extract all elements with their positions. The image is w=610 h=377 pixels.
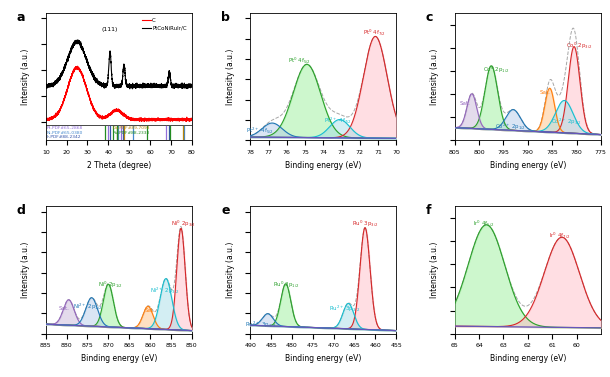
Legend: C, PtCoNiRuIr/C: C, PtCoNiRuIr/C bbox=[140, 16, 189, 33]
Text: Pt$^0$ 4f$_{7/2}$: Pt$^0$ 4f$_{7/2}$ bbox=[363, 27, 386, 37]
Text: Pt$^0$ 4f$_{5/2}$: Pt$^0$ 4f$_{5/2}$ bbox=[288, 55, 311, 65]
C bbox=[170, 116, 177, 121]
Text: Ru$^{2+}$ 3p$_{3/2}$: Ru$^{2+}$ 3p$_{3/2}$ bbox=[329, 303, 360, 313]
C bbox=[98, 116, 106, 121]
Text: Pt-PDF#65-2868: Pt-PDF#65-2868 bbox=[47, 126, 83, 130]
Text: Ir$^0$ 4f$_{7/2}$: Ir$^0$ 4f$_{7/2}$ bbox=[549, 230, 570, 240]
Text: Ni$^0$ 2p$_{3/2}$: Ni$^0$ 2p$_{3/2}$ bbox=[171, 218, 196, 228]
C bbox=[141, 119, 148, 124]
Text: c: c bbox=[426, 11, 433, 24]
Text: f: f bbox=[426, 204, 431, 217]
C bbox=[188, 117, 195, 122]
Text: Co$^0$ 2p$_{1/2}$: Co$^0$ 2p$_{1/2}$ bbox=[483, 65, 509, 75]
Text: Ru$^0$ 3p$_{3/2}$: Ru$^0$ 3p$_{3/2}$ bbox=[352, 218, 378, 228]
Y-axis label: Intensity (a.u.): Intensity (a.u.) bbox=[21, 242, 30, 298]
PtCoNiRuIr/C bbox=[188, 85, 195, 89]
PtCoNiRuIr/C bbox=[74, 38, 82, 42]
C bbox=[185, 117, 193, 121]
Text: Ru$^0$ 3p$_{1/2}$: Ru$^0$ 3p$_{1/2}$ bbox=[273, 279, 299, 289]
Text: Co$^{2+}$ 2p$_{3/2}$: Co$^{2+}$ 2p$_{3/2}$ bbox=[551, 117, 583, 127]
Text: Ni$^{2+}$ 2p$_{3/2}$: Ni$^{2+}$ 2p$_{3/2}$ bbox=[150, 285, 179, 295]
Line: C: C bbox=[46, 66, 192, 121]
C bbox=[74, 64, 81, 69]
Text: Ru-PDF#88-2333: Ru-PDF#88-2333 bbox=[112, 130, 150, 135]
PtCoNiRuIr/C bbox=[170, 84, 177, 88]
Y-axis label: Intensity (a.u.): Intensity (a.u.) bbox=[226, 49, 235, 105]
C bbox=[104, 113, 112, 118]
Text: Ni$^{2+}$ 2p$_{1/2}$: Ni$^{2+}$ 2p$_{1/2}$ bbox=[73, 302, 102, 311]
X-axis label: Binding energy (eV): Binding energy (eV) bbox=[490, 354, 566, 363]
Text: (111): (111) bbox=[102, 28, 118, 32]
Text: Co$^{2+}$ 2p$_{1/2}$: Co$^{2+}$ 2p$_{1/2}$ bbox=[495, 121, 526, 131]
Text: Ir-PDF#88-2342: Ir-PDF#88-2342 bbox=[47, 135, 81, 139]
Text: Ir$^0$ 4f$_{5/2}$: Ir$^0$ 4f$_{5/2}$ bbox=[473, 219, 495, 228]
Text: Ni-PDF#65-0380: Ni-PDF#65-0380 bbox=[47, 130, 83, 135]
Text: Ru$^{2+}$ 3p$_{1/2}$: Ru$^{2+}$ 3p$_{1/2}$ bbox=[245, 319, 276, 329]
PtCoNiRuIr/C bbox=[68, 47, 75, 52]
Text: Pt$^{2+}$ 4f$_{7/2}$: Pt$^{2+}$ 4f$_{7/2}$ bbox=[324, 115, 352, 124]
PtCoNiRuIr/C bbox=[42, 85, 49, 90]
Text: Sat.: Sat. bbox=[59, 306, 70, 311]
Y-axis label: Intensity (a.u.): Intensity (a.u.) bbox=[226, 242, 235, 298]
Y-axis label: Intensity (a.u.): Intensity (a.u.) bbox=[21, 49, 30, 105]
PtCoNiRuIr/C bbox=[59, 72, 66, 76]
Text: Co$^0$ 2p$_{3/2}$: Co$^0$ 2p$_{3/2}$ bbox=[566, 40, 592, 50]
Text: Ni$^0$ 2p$_{1/2}$: Ni$^0$ 2p$_{1/2}$ bbox=[98, 279, 123, 289]
C bbox=[68, 76, 75, 81]
PtCoNiRuIr/C bbox=[98, 81, 106, 86]
Y-axis label: Intensity (a.u.): Intensity (a.u.) bbox=[431, 49, 439, 105]
Text: e: e bbox=[221, 204, 229, 217]
X-axis label: Binding energy (eV): Binding energy (eV) bbox=[285, 354, 362, 363]
X-axis label: 2 Theta (degree): 2 Theta (degree) bbox=[87, 161, 151, 170]
Text: Sat.: Sat. bbox=[145, 308, 156, 313]
Line: PtCoNiRuIr/C: PtCoNiRuIr/C bbox=[46, 40, 192, 89]
Text: b: b bbox=[221, 11, 230, 24]
Text: Pt$^{2+}$ 4f$_{5/2}$: Pt$^{2+}$ 4f$_{5/2}$ bbox=[245, 125, 273, 135]
PtCoNiRuIr/C bbox=[129, 87, 136, 91]
Y-axis label: Intensity (a.u.): Intensity (a.u.) bbox=[431, 242, 439, 298]
X-axis label: Binding energy (eV): Binding energy (eV) bbox=[490, 161, 566, 170]
Text: a: a bbox=[16, 11, 25, 24]
X-axis label: Binding energy (eV): Binding energy (eV) bbox=[285, 161, 362, 170]
Text: Co-PDF#89-7093: Co-PDF#89-7093 bbox=[112, 126, 150, 130]
C bbox=[59, 102, 66, 106]
Text: d: d bbox=[16, 204, 26, 217]
C bbox=[42, 117, 49, 121]
Text: Sat.: Sat. bbox=[539, 90, 550, 95]
Text: Sat.: Sat. bbox=[460, 101, 471, 106]
PtCoNiRuIr/C bbox=[104, 76, 112, 81]
PtCoNiRuIr/C bbox=[185, 84, 193, 88]
X-axis label: Binding energy (eV): Binding energy (eV) bbox=[81, 354, 157, 363]
